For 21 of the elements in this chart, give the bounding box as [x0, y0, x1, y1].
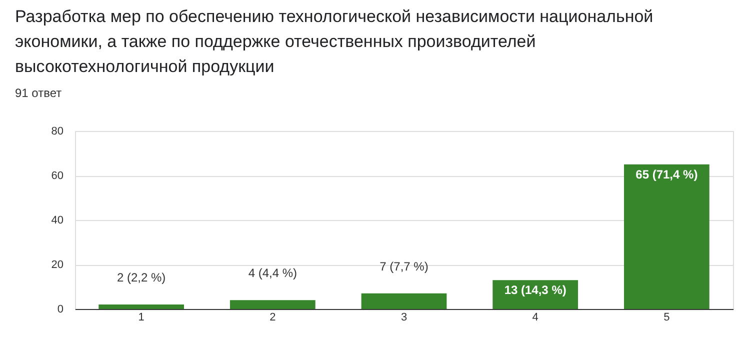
data-label: 2 (2,2 %) [116, 270, 166, 285]
x-tick-label: 5 [664, 312, 670, 324]
y-tick-label: 20 [51, 259, 64, 271]
bar [624, 164, 710, 309]
bar [98, 304, 184, 309]
bar [230, 300, 316, 309]
x-tick-label: 3 [400, 312, 408, 324]
chart-subtitle: 91 ответ [15, 86, 62, 100]
x-tick-label: 4 [532, 312, 538, 324]
x-tick-label: 2 [270, 312, 276, 324]
y-tick-label: 60 [51, 170, 64, 182]
data-label: 7 (7,7 %) [380, 259, 428, 274]
data-label: 65 (71,4 %) [636, 167, 698, 182]
y-tick-label: 0 [57, 304, 64, 316]
y-tick-label: 80 [51, 126, 64, 138]
data-label: 13 (14,3 %) [504, 283, 566, 298]
y-tick-label: 40 [51, 214, 64, 226]
x-tick-label: 1 [138, 312, 144, 324]
bar [361, 293, 447, 309]
data-label: 4 (4,4 %) [248, 266, 298, 280]
chart-title: Разработка мер по обеспечению технологической независимости национальной экономики, а также по поддержке отечественных производителей высокотехнологичной продукции [15, 7, 654, 76]
